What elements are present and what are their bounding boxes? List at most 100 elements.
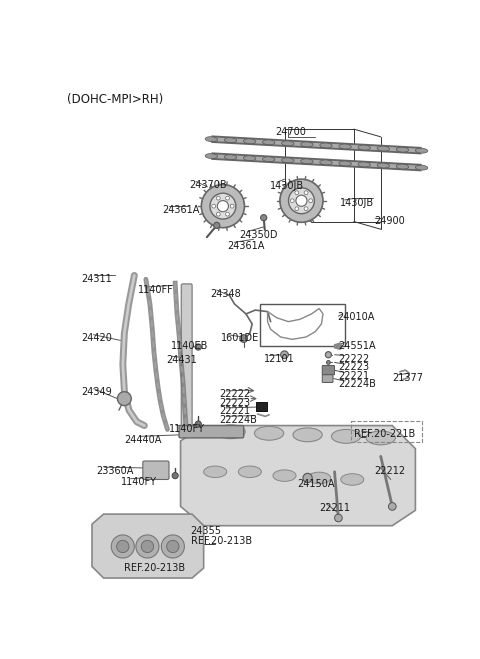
Ellipse shape: [254, 426, 284, 440]
Circle shape: [281, 351, 288, 358]
Circle shape: [172, 473, 178, 478]
Circle shape: [304, 191, 308, 194]
Circle shape: [226, 196, 229, 200]
FancyBboxPatch shape: [181, 284, 192, 433]
Text: 1430JB: 1430JB: [340, 198, 374, 208]
Circle shape: [216, 196, 220, 200]
Circle shape: [326, 360, 330, 364]
Text: 24361A: 24361A: [162, 204, 200, 215]
Ellipse shape: [377, 163, 390, 168]
Text: 24440A: 24440A: [124, 435, 162, 445]
FancyBboxPatch shape: [143, 461, 169, 480]
Ellipse shape: [243, 156, 256, 161]
Text: REF.20-213B: REF.20-213B: [191, 536, 252, 546]
Ellipse shape: [204, 466, 227, 478]
Text: 24370B: 24370B: [189, 180, 227, 190]
Ellipse shape: [358, 145, 371, 150]
Text: 24150A: 24150A: [298, 480, 335, 490]
Ellipse shape: [366, 431, 396, 445]
Text: 22224B: 22224B: [338, 380, 376, 389]
FancyBboxPatch shape: [179, 426, 244, 438]
Text: REF.20-213B: REF.20-213B: [124, 563, 185, 573]
Text: 24348: 24348: [210, 289, 240, 299]
Text: 22222: 22222: [219, 389, 250, 399]
Circle shape: [296, 195, 307, 206]
Text: 22212: 22212: [374, 466, 405, 476]
Circle shape: [290, 199, 294, 203]
Circle shape: [295, 207, 299, 211]
Polygon shape: [180, 426, 415, 526]
Ellipse shape: [216, 425, 245, 439]
Text: 22223: 22223: [219, 398, 250, 408]
Ellipse shape: [205, 136, 217, 142]
Circle shape: [214, 222, 220, 229]
Circle shape: [195, 421, 201, 427]
Text: 24355: 24355: [191, 527, 222, 536]
Circle shape: [325, 352, 332, 358]
Text: 1140EB: 1140EB: [170, 341, 208, 351]
Circle shape: [167, 540, 179, 553]
Ellipse shape: [358, 162, 371, 167]
Ellipse shape: [224, 138, 237, 142]
Circle shape: [240, 335, 248, 343]
Ellipse shape: [339, 144, 351, 149]
Ellipse shape: [243, 139, 256, 144]
Ellipse shape: [238, 466, 262, 478]
Circle shape: [217, 200, 228, 212]
Text: 24700: 24700: [275, 127, 306, 137]
Text: REF.20-221B: REF.20-221B: [354, 430, 415, 440]
Polygon shape: [92, 514, 204, 578]
Ellipse shape: [282, 158, 294, 163]
Ellipse shape: [339, 161, 351, 166]
Circle shape: [161, 535, 184, 558]
Circle shape: [230, 204, 234, 208]
Ellipse shape: [205, 154, 217, 159]
Circle shape: [111, 535, 134, 558]
Ellipse shape: [320, 160, 332, 165]
Circle shape: [335, 514, 342, 522]
Ellipse shape: [415, 148, 428, 153]
FancyBboxPatch shape: [322, 375, 333, 382]
Ellipse shape: [273, 470, 296, 482]
Text: 22224B: 22224B: [219, 415, 257, 425]
Text: REF.20-213B: REF.20-213B: [191, 536, 252, 546]
Text: 24350D: 24350D: [239, 230, 277, 240]
Text: 12101: 12101: [264, 354, 294, 364]
Circle shape: [295, 191, 299, 194]
Ellipse shape: [293, 428, 322, 442]
Circle shape: [288, 188, 314, 214]
Ellipse shape: [377, 146, 390, 151]
Circle shape: [303, 473, 312, 482]
Text: 24431: 24431: [166, 355, 197, 364]
Circle shape: [304, 207, 308, 211]
Text: REF.20-221B: REF.20-221B: [354, 430, 415, 440]
Text: 24551A: 24551A: [338, 341, 376, 351]
Text: 24361A: 24361A: [227, 241, 264, 251]
Circle shape: [201, 185, 244, 228]
Ellipse shape: [282, 141, 294, 146]
Text: (DOHC-MPI>RH): (DOHC-MPI>RH): [67, 93, 164, 106]
Ellipse shape: [320, 143, 332, 148]
Circle shape: [309, 199, 312, 203]
Text: 1140FY: 1140FY: [121, 477, 157, 487]
Ellipse shape: [263, 157, 275, 161]
Ellipse shape: [415, 165, 428, 170]
Circle shape: [280, 179, 323, 222]
Ellipse shape: [341, 474, 364, 485]
Text: 1140FF: 1140FF: [138, 285, 174, 295]
Text: REF.20-213B: REF.20-213B: [124, 563, 185, 573]
Ellipse shape: [332, 430, 361, 444]
Ellipse shape: [300, 159, 313, 164]
Circle shape: [118, 391, 131, 405]
Ellipse shape: [300, 142, 313, 147]
Circle shape: [216, 212, 220, 216]
Circle shape: [388, 503, 396, 510]
Circle shape: [261, 215, 267, 221]
Text: 22211: 22211: [319, 503, 350, 513]
Text: 22223: 22223: [338, 362, 370, 372]
Text: 24900: 24900: [374, 216, 405, 226]
FancyBboxPatch shape: [322, 366, 335, 375]
Text: 24420: 24420: [81, 333, 112, 343]
Text: 24311: 24311: [81, 274, 112, 284]
Ellipse shape: [396, 164, 408, 169]
